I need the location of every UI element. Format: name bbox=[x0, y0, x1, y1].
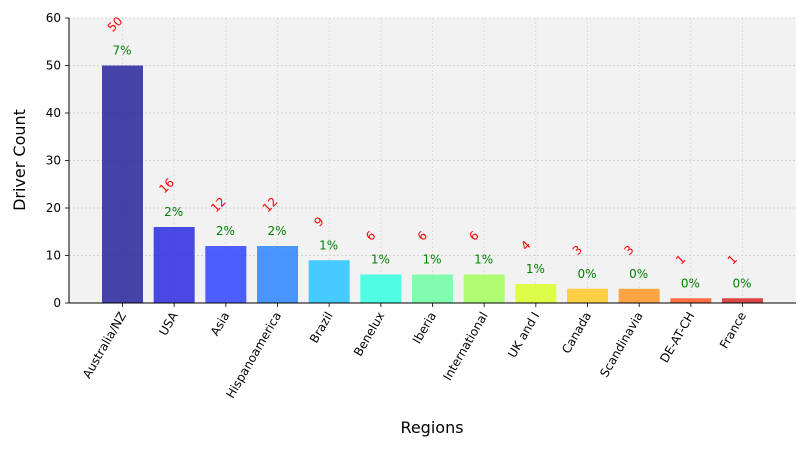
percent-label: 2% bbox=[268, 224, 287, 238]
x-axis-title: Regions bbox=[400, 418, 463, 437]
y-tick-label: 0 bbox=[53, 296, 61, 310]
bar-canada bbox=[567, 288, 608, 303]
y-tick-label: 10 bbox=[46, 249, 61, 263]
x-tick-label: Benelux bbox=[351, 310, 387, 359]
x-tick-label: France bbox=[717, 310, 749, 352]
bar-hispanoamerica bbox=[257, 246, 298, 303]
x-tick-label: Canada bbox=[559, 310, 594, 357]
percent-label: 2% bbox=[164, 205, 183, 219]
y-tick-label: 60 bbox=[46, 11, 61, 25]
bar-uk-and-i bbox=[515, 284, 557, 303]
bar-france bbox=[722, 298, 763, 303]
y-tick-label: 40 bbox=[46, 106, 61, 120]
y-tick-label: 50 bbox=[46, 59, 61, 73]
percent-label: 2% bbox=[216, 224, 235, 238]
bar-scandinavia bbox=[618, 288, 660, 303]
percent-label: 1% bbox=[526, 262, 545, 276]
bar-usa bbox=[153, 227, 195, 303]
percent-label: 0% bbox=[733, 276, 752, 290]
x-tick-label: International bbox=[440, 309, 490, 382]
percent-label: 0% bbox=[681, 276, 700, 290]
x-tick-label: Scandinavia bbox=[597, 310, 646, 380]
x-tick-label: Hispanoamerica bbox=[223, 310, 284, 401]
percent-label: 1% bbox=[371, 253, 390, 267]
x-tick-label: UK and I bbox=[505, 310, 542, 361]
bars bbox=[102, 65, 763, 303]
y-tick-label: 30 bbox=[46, 154, 61, 168]
percent-label: 0% bbox=[578, 267, 597, 281]
x-tick-label: Iberia bbox=[410, 310, 439, 347]
x-tick-label: DE-AT-CH bbox=[657, 310, 697, 366]
percent-label: 7% bbox=[113, 44, 132, 58]
x-tick-label: USA bbox=[156, 309, 181, 338]
bar-international bbox=[463, 274, 505, 303]
x-tick-label: Australia/NZ bbox=[80, 310, 129, 381]
percent-label: 1% bbox=[319, 238, 338, 252]
bar-brazil bbox=[308, 260, 350, 303]
bar-benelux bbox=[360, 274, 402, 303]
bar-iberia bbox=[412, 274, 453, 303]
y-tick-labels: 0 10 20 30 40 50 60 bbox=[46, 11, 69, 310]
x-tick-label: Asia bbox=[208, 310, 233, 339]
percent-label: 1% bbox=[423, 253, 442, 267]
x-tick-label: Brazil bbox=[307, 310, 336, 346]
percent-label: 0% bbox=[629, 267, 648, 281]
y-tick-label: 20 bbox=[46, 201, 61, 215]
bar-asia bbox=[205, 246, 247, 303]
y-axis-title: Driver Count bbox=[10, 109, 29, 211]
bar-de-at-ch bbox=[670, 298, 712, 303]
bar-australia-nz bbox=[102, 65, 143, 303]
percent-label: 1% bbox=[474, 253, 493, 267]
